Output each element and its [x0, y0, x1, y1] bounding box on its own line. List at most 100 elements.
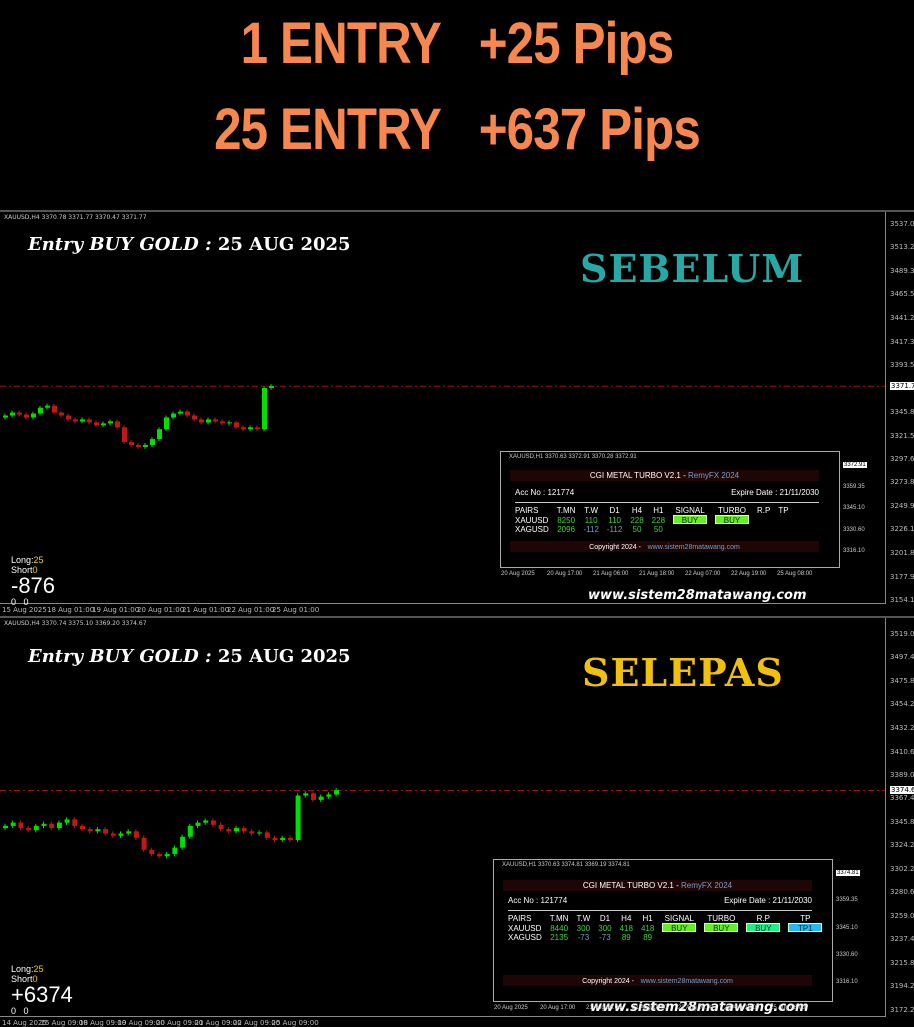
column-header: H1 [642, 914, 653, 923]
x-tick: 15 Aug 09:00 [40, 1019, 88, 1027]
column-header: R.P [756, 914, 770, 923]
panel-x-tick: 20 Aug 17:00 [547, 571, 583, 577]
column-header: H4 [621, 914, 632, 923]
candle [133, 829, 139, 840]
panel-title: CGI METAL TURBO V2.1 - [589, 471, 686, 480]
cell: XAUUSD [515, 515, 549, 525]
candle [87, 826, 93, 834]
current-price-label: 3374.67 [890, 786, 914, 795]
panel-y-tick: 3359.35 [843, 483, 865, 490]
candle [103, 826, 109, 836]
y-tick: 3154.10 [890, 596, 914, 604]
candle [187, 823, 193, 839]
y-tick: 3454.20 [890, 700, 914, 709]
y-tick: 3194.20 [890, 982, 914, 991]
price-chart-2[interactable]: XAUUSD,H4 3370.74 3375.10 3369.20 3374.6… [0, 616, 914, 1027]
candle [180, 834, 186, 850]
profit-value: -876 [11, 573, 56, 598]
panel-x-tick: 22 Aug 07:00 [685, 571, 721, 577]
panel-y-tick: 3316.10 [836, 979, 858, 986]
cell: 228 [651, 515, 666, 525]
candle [149, 847, 155, 857]
y-tick: 3345.80 [890, 817, 914, 826]
candle [94, 420, 99, 428]
candle [248, 425, 253, 432]
panel-title-bar: CGI METAL TURBO V2.1 - RemyFX 2024 [503, 880, 812, 891]
candle [185, 409, 190, 418]
expire-date: Expire Date : 21/11/2030 [731, 488, 819, 497]
cell: -73 [599, 933, 611, 942]
panel-x-tick: 25 Aug 08:00 [770, 1005, 806, 1011]
cell: XAGUSD [508, 933, 542, 942]
candle [72, 817, 78, 829]
cell: 418 [619, 923, 633, 933]
y-tick: 3177.95 [890, 572, 914, 581]
y-tick: 3465.50 [890, 290, 914, 299]
trade-stats: Long:25 Short0 +6374 0 0 [11, 964, 73, 1016]
y-tick: 3441.20 [890, 314, 914, 323]
y-tick: 3237.40 [890, 935, 914, 944]
table-row: XAGUSD 2135 -73 -73 89 89 [506, 933, 826, 942]
panel-x-tick: 22 Aug 07:00 [678, 1005, 714, 1011]
indicator-panel: XAUUSD,H1 3370.63 3372.91 3370.28 3372.9… [500, 451, 867, 577]
plot-area[interactable] [0, 618, 886, 1017]
short-count: 0 [32, 974, 38, 984]
price-chart-1[interactable]: XAUUSD,H4 3370.78 3371.77 3370.47 3371.7… [0, 210, 914, 614]
panel-title: CGI METAL TURBO V2.1 - [582, 881, 679, 890]
y-tick: 3475.80 [890, 676, 914, 685]
y-tick: 3410.60 [890, 747, 914, 756]
x-tick: 19 Aug 01:00 [92, 606, 140, 614]
cell: 50 [653, 525, 663, 534]
current-price-label: 3371.77 [890, 382, 914, 391]
y-tick: 3497.40 [890, 653, 914, 662]
copyright: Copyright 2024 - [589, 544, 641, 551]
column-header: T.W [576, 914, 591, 923]
signal-table: PAIRS T.MN T.W D1 H4 H1 SIGNAL TURBO R.P TP XAUUSD… [506, 914, 826, 942]
candle [3, 413, 8, 420]
plot-area[interactable] [0, 212, 886, 604]
cell: 8250 [557, 515, 576, 525]
panel-y-tick: 3372.91 [843, 462, 867, 468]
candle [143, 443, 148, 449]
short-label: Short [11, 974, 33, 984]
y-tick: 3324.20 [890, 841, 914, 850]
candle [241, 825, 247, 834]
y-tick: 3367.40 [890, 794, 914, 803]
signal-badge: BUY [746, 923, 781, 933]
panel-y-tick: 3330.60 [843, 526, 865, 533]
candle [269, 384, 274, 390]
x-tick: 15 Aug 2025 [2, 606, 47, 614]
short-count: 0 [32, 565, 38, 575]
expire-date: Expire Date : 21/11/2030 [724, 896, 812, 905]
candle [115, 419, 120, 430]
y-tick: 3201.80 [890, 549, 914, 558]
divider [515, 502, 819, 503]
candle [49, 821, 55, 831]
candle [192, 413, 197, 422]
candle [80, 417, 85, 424]
candle [3, 823, 8, 831]
cell: -112 [606, 525, 623, 534]
symbol-info: XAUUSD,H4 3370.78 3371.77 3370.47 3371.7… [4, 214, 147, 221]
indicator-panel: XAUUSD,H1 3370.63 3374.81 3369.19 3374.8… [493, 859, 860, 1011]
candle [118, 831, 124, 838]
cell: 89 [621, 933, 631, 942]
x-tick: 22 Aug 01:00 [227, 606, 275, 614]
column-header: SIGNAL [664, 914, 694, 923]
panel-x-tick: 20 Aug 2025 [494, 1005, 528, 1011]
y-tick: 3519.00 [890, 630, 914, 638]
x-tick: 22 Aug 09:00 [233, 1019, 281, 1027]
candle [234, 420, 239, 430]
candle [234, 825, 239, 834]
panel-x-tick: 20 Aug 17:00 [540, 1005, 576, 1011]
candle [178, 409, 183, 416]
candle [38, 405, 43, 416]
candle [45, 403, 50, 410]
candle [164, 851, 170, 859]
x-tick: 20 Aug 01:00 [137, 606, 185, 614]
panel-y-tick: 3345.10 [836, 924, 858, 931]
y-tick: 3249.95 [890, 501, 914, 510]
candle [31, 411, 36, 420]
candle [129, 440, 134, 447]
candle [95, 826, 101, 834]
